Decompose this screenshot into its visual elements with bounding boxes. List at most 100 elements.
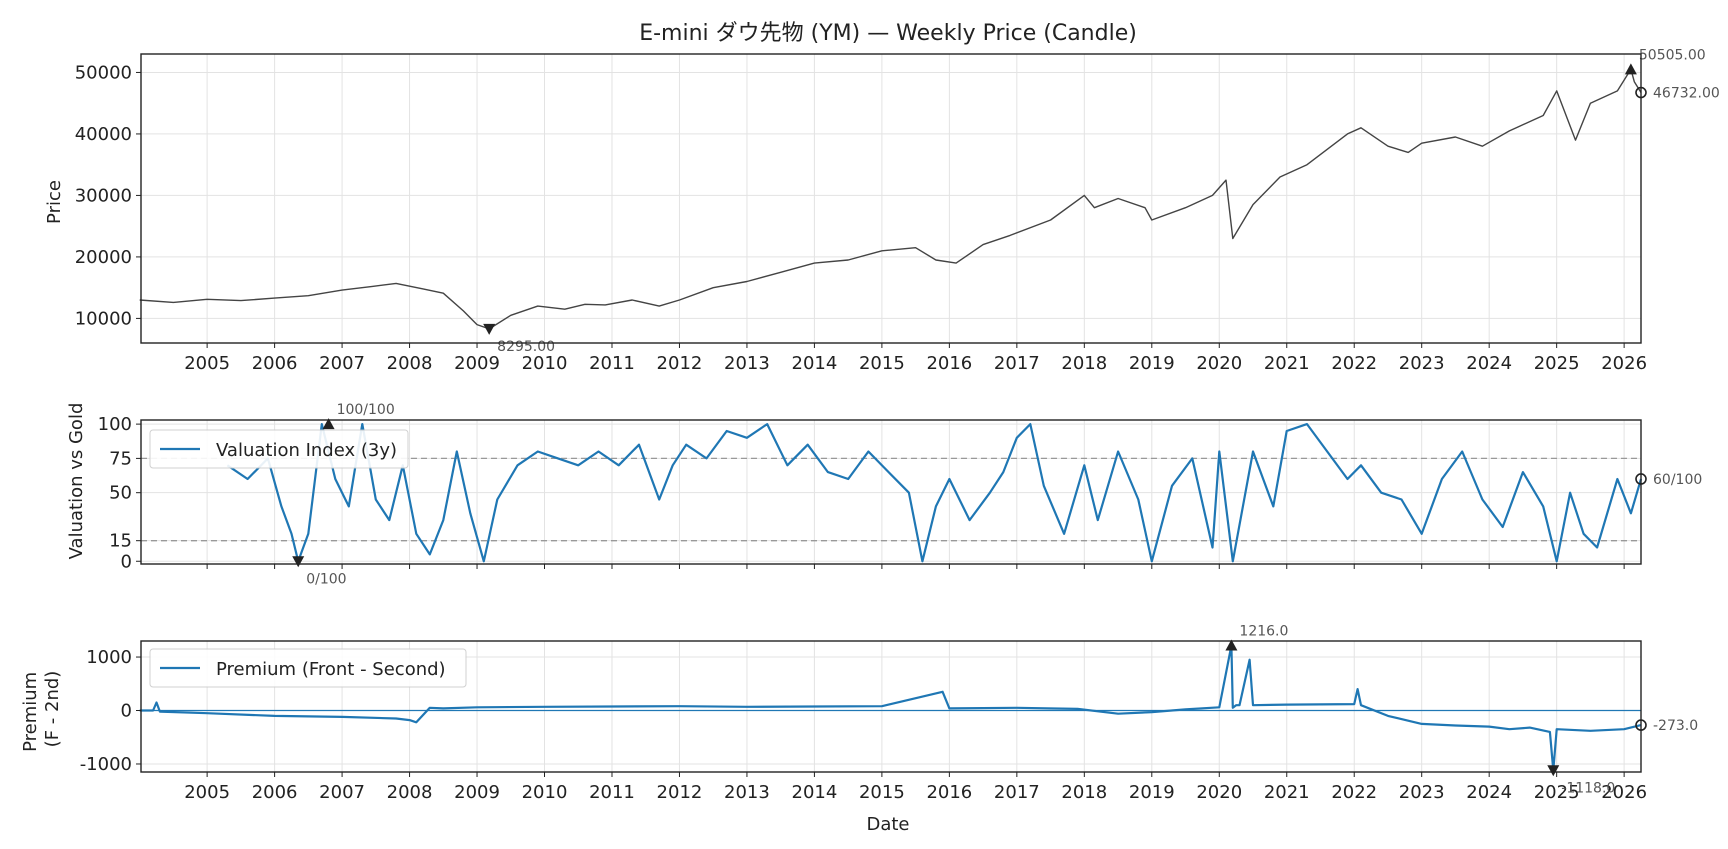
- valuation-y-ticks: 015 50 75 100: [98, 414, 141, 572]
- x-tick-label: 2006: [252, 782, 298, 803]
- max-marker: [1624, 63, 1637, 75]
- min-annotation: 8295.00: [497, 339, 555, 355]
- valuation-legend: Valuation Index (3y): [149, 429, 409, 469]
- y-tick-label: 0: [121, 551, 132, 572]
- last-annotation: 46732.00: [1653, 86, 1720, 102]
- x-tick-label: 2010: [522, 353, 568, 374]
- last-annotation: 60/100: [1653, 472, 1702, 488]
- x-tick-label: 2020: [1196, 782, 1242, 803]
- x-tick-label: 2008: [387, 353, 433, 374]
- x-tick-label: 2009: [454, 782, 500, 803]
- y-tick-label: 50: [109, 483, 132, 504]
- x-tick-label: 2009: [454, 353, 500, 374]
- premium-x-ticks: 2005 2006 2007 2008 2009 2010 2011 2012 2013 2014…: [184, 772, 1647, 803]
- premium-y-label: Premium (F - 2nd): [20, 666, 63, 752]
- x-tick-label: 2021: [1264, 353, 1310, 374]
- legend-label: Premium (Front - Second): [216, 659, 446, 680]
- premium-y-ticks: -1000 0 1000: [80, 647, 141, 775]
- max-annotation: 1216.0: [1239, 623, 1288, 639]
- x-tick-label: 2025: [1534, 782, 1580, 803]
- price-x-ticks: 2005 2006 2007 2008 2009 2010 2011 2012 2013 2014…: [184, 343, 1647, 374]
- x-tick-label: 2013: [724, 782, 770, 803]
- x-tick-label: 2011: [589, 353, 635, 374]
- x-tick-label: 2012: [657, 782, 703, 803]
- max-marker: [1225, 639, 1238, 651]
- x-tick-label: 2022: [1331, 782, 1377, 803]
- x-tick-label: 2019: [1129, 353, 1175, 374]
- x-tick-label: 2014: [792, 782, 838, 803]
- x-tick-label: 2024: [1466, 782, 1512, 803]
- x-tick-label: 2022: [1331, 353, 1377, 374]
- y-tick-label: 100: [98, 414, 132, 435]
- x-tick-label: 2026: [1601, 782, 1647, 803]
- min-annotation: 0/100: [306, 571, 346, 587]
- x-tick-label: 2016: [926, 353, 972, 374]
- x-tick-label: 2015: [859, 353, 905, 374]
- x-tick-label: 2026: [1601, 353, 1647, 374]
- y-tick-label: 30000: [75, 185, 132, 206]
- x-tick-label: 2008: [387, 782, 433, 803]
- x-tick-label: 2023: [1399, 353, 1445, 374]
- x-tick-label: 2012: [657, 353, 703, 374]
- price-grid: [141, 54, 1641, 343]
- chart-title: E-mini ダウ先物 (YM) — Weekly Price (Candle): [639, 21, 1137, 46]
- min-marker: [1547, 765, 1560, 777]
- premium-legend: Premium (Front - Second): [149, 648, 467, 688]
- valuation-series: [226, 423, 1643, 563]
- premium-y-label-line1: Premium: [20, 672, 41, 752]
- x-tick-label: 2010: [522, 782, 568, 803]
- premium-annotations: 1216.0 -1118.0 -273.0: [1225, 623, 1698, 796]
- x-tick-label: 2024: [1466, 353, 1512, 374]
- y-tick-label: -1000: [80, 754, 132, 775]
- x-tick-label: 2007: [319, 782, 365, 803]
- series-line: [226, 423, 1643, 563]
- x-tick-label: 2005: [184, 782, 230, 803]
- x-tick-label: 2006: [252, 353, 298, 374]
- min-annotation: -1118.0: [1561, 780, 1615, 796]
- valuation-annotations: 100/100 0/100 60/100: [292, 402, 1702, 587]
- x-axis-label: Date: [866, 814, 909, 835]
- y-tick-label: 50000: [75, 62, 132, 83]
- x-tick-label: 2014: [792, 353, 838, 374]
- price-y-label: Price: [44, 180, 65, 224]
- x-tick-label: 2019: [1129, 782, 1175, 803]
- premium-series: [139, 644, 1642, 772]
- x-tick-label: 2017: [994, 353, 1040, 374]
- series-line: [139, 644, 1642, 772]
- x-tick-label: 2021: [1264, 782, 1310, 803]
- y-tick-label: 20000: [75, 247, 132, 268]
- max-annotation: 50505.00: [1639, 47, 1706, 63]
- valuation-y-label: Valuation vs Gold: [66, 403, 87, 560]
- premium-y-label-line2: (F - 2nd): [42, 671, 63, 748]
- price-axes-frame: [140, 53, 1642, 344]
- y-tick-label: 15: [109, 531, 132, 552]
- price-series: [139, 68, 1642, 330]
- x-tick-label: 2020: [1196, 353, 1242, 374]
- series-line: [139, 68, 1642, 330]
- y-tick-label: 75: [109, 448, 132, 469]
- max-annotation: 100/100: [337, 402, 395, 418]
- y-tick-label: 10000: [75, 308, 132, 329]
- valuation-axes-frame: [140, 419, 1642, 565]
- min-marker: [483, 323, 496, 335]
- x-tick-label: 2016: [926, 782, 972, 803]
- x-tick-label: 2025: [1534, 353, 1580, 374]
- y-tick-label: 0: [121, 701, 132, 722]
- x-tick-label: 2023: [1399, 782, 1445, 803]
- legend-box: [149, 648, 467, 688]
- x-tick-label: 2018: [1061, 353, 1107, 374]
- price-y-ticks: 10000 20000 30000 40000 50000: [75, 62, 141, 329]
- x-tick-label: 2011: [589, 782, 635, 803]
- price-panel: E-mini ダウ先物 (YM) — Weekly Price (Candle)…: [44, 21, 1720, 374]
- x-tick-label: 2005: [184, 353, 230, 374]
- legend-box: [149, 429, 409, 469]
- y-tick-label: 1000: [86, 647, 132, 668]
- valuation-x-ticks: [206, 564, 1625, 569]
- x-tick-label: 2013: [724, 353, 770, 374]
- min-marker: [292, 556, 305, 568]
- last-annotation: -273.0: [1653, 718, 1698, 734]
- x-tick-label: 2017: [994, 782, 1040, 803]
- x-tick-label: 2015: [859, 782, 905, 803]
